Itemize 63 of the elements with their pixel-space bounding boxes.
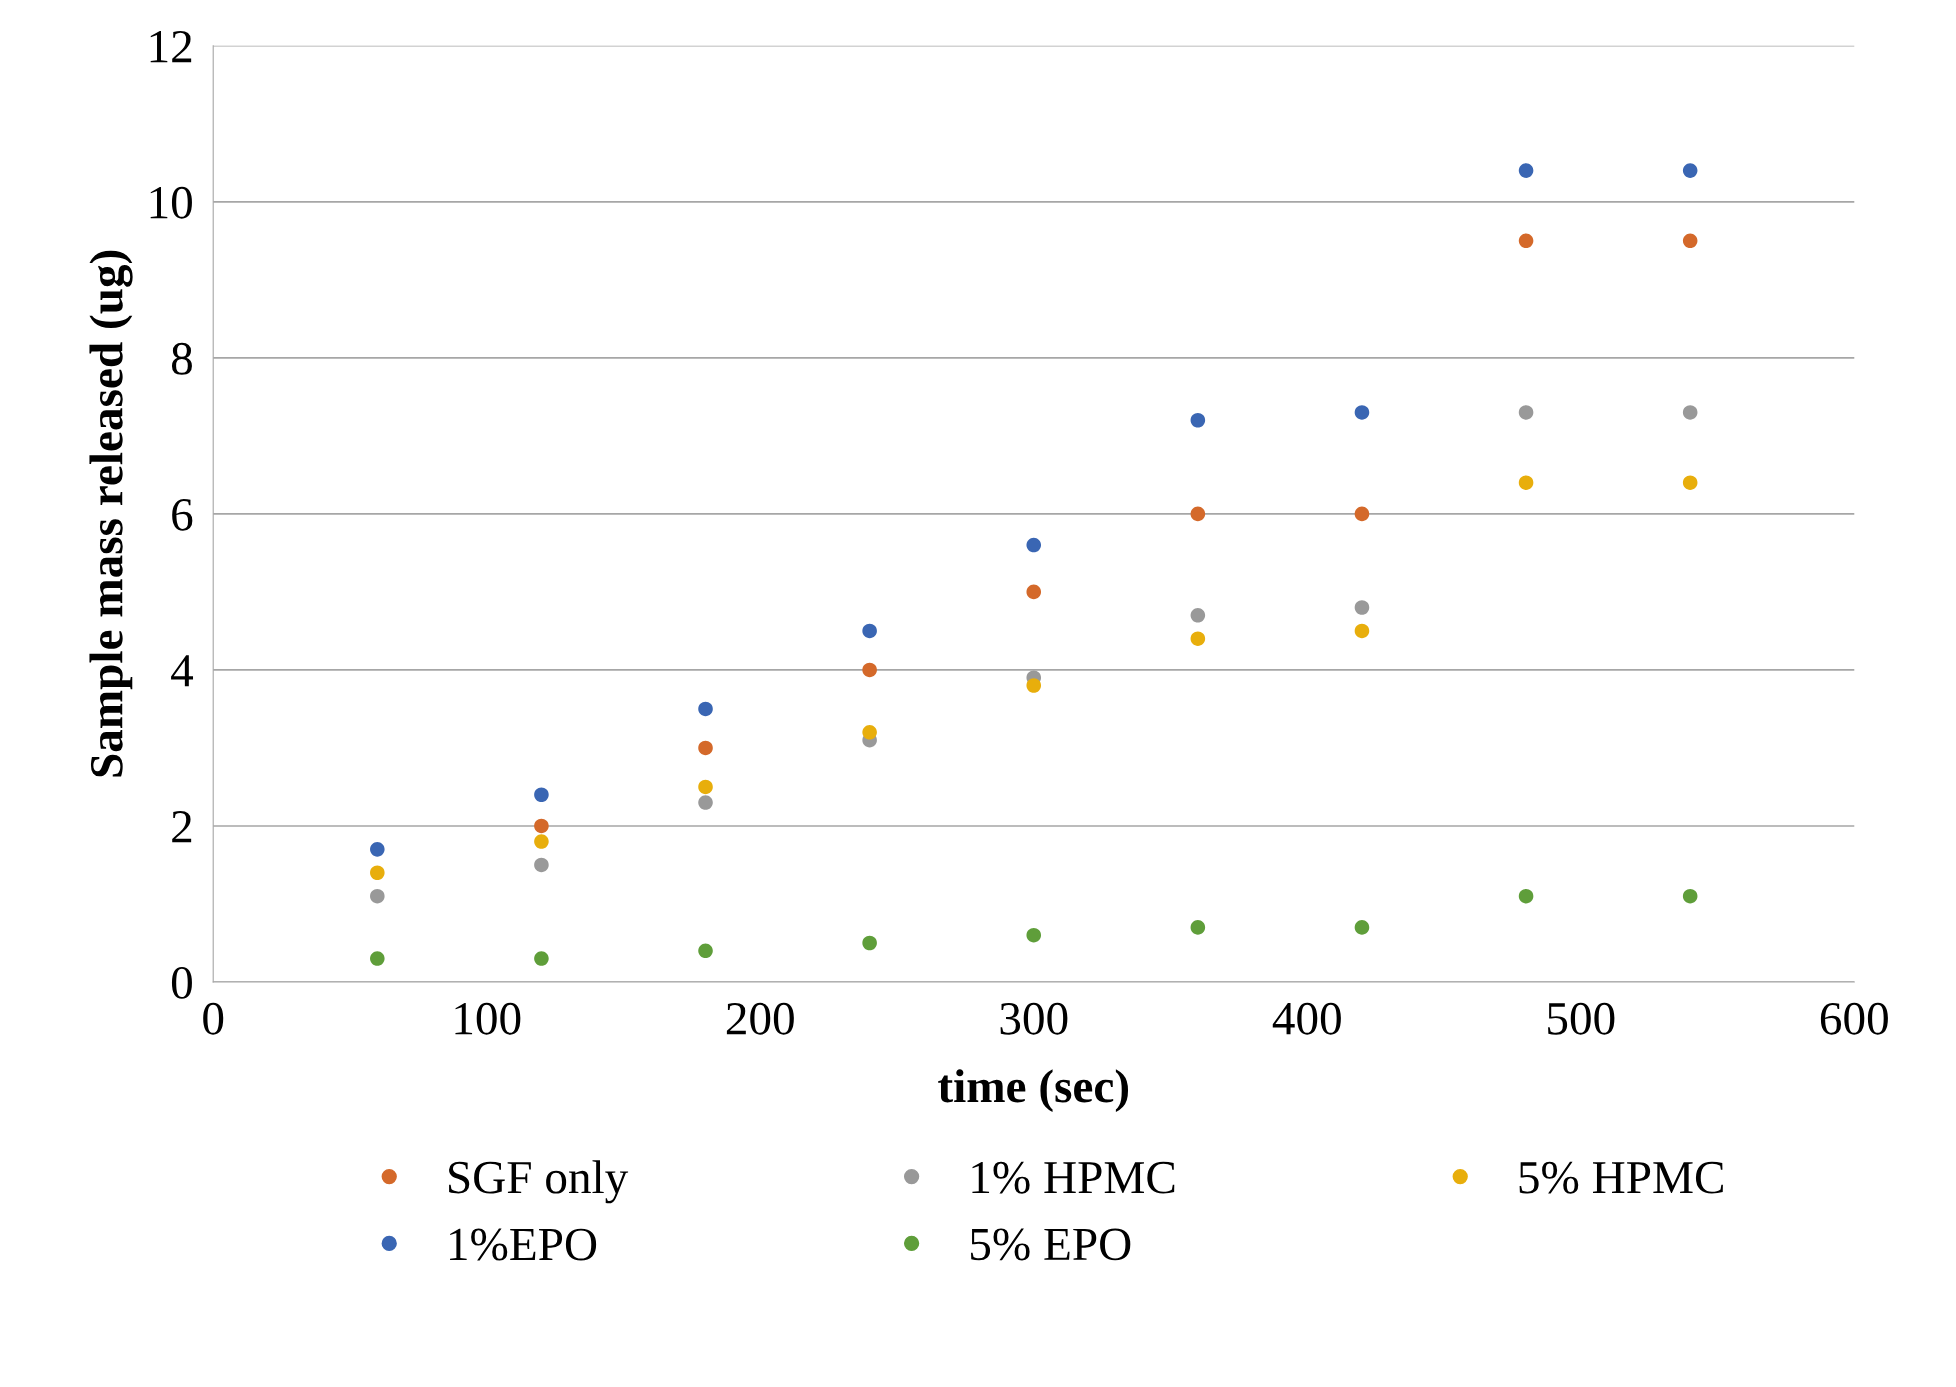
- y-tick-label: 10: [150, 186, 192, 219]
- point: [1026, 927, 1042, 943]
- point: [534, 818, 549, 834]
- x-tick-label: 100: [455, 1002, 521, 1035]
- point: [1354, 405, 1370, 420]
- legend-label: SGF only: [449, 1160, 629, 1204]
- x-tick-label: 500: [1548, 1002, 1615, 1035]
- x-tick-label: 400: [1272, 1002, 1341, 1035]
- point: [370, 951, 385, 966]
- point: [1026, 537, 1042, 553]
- x-axis-title: time (sec): [938, 1069, 1129, 1113]
- y-tick-label: 4: [171, 655, 194, 687]
- point: [534, 787, 549, 803]
- point: [1190, 631, 1206, 646]
- point: [370, 888, 385, 904]
- point: [370, 865, 385, 881]
- point: [698, 779, 713, 795]
- point: [1190, 920, 1206, 935]
- point: [698, 701, 713, 717]
- point: [1026, 678, 1042, 693]
- point: [1682, 888, 1698, 904]
- point: [1682, 233, 1698, 249]
- point: [1682, 405, 1698, 420]
- point: [1354, 600, 1370, 615]
- point: [698, 795, 713, 810]
- x-tick-label: 0: [203, 1002, 224, 1035]
- x-tick-label: 200: [726, 1002, 794, 1035]
- point: [1354, 623, 1370, 639]
- legend-label: 5% HPMC: [1519, 1161, 1723, 1194]
- point: [862, 935, 877, 951]
- point: [1518, 888, 1534, 904]
- y-axis-title: Sample mass released (ug): [89, 250, 133, 777]
- point: [534, 951, 549, 966]
- y-tick-label: 6: [172, 499, 193, 531]
- point: [1190, 506, 1206, 522]
- point: [698, 943, 713, 959]
- point: [1190, 412, 1206, 428]
- x-tick-label: 600: [1820, 1002, 1888, 1035]
- legend-label: 1% HPMC: [972, 1161, 1175, 1194]
- point: [1518, 163, 1534, 178]
- legend-label: 5% EPO: [971, 1228, 1131, 1261]
- point: [1190, 608, 1206, 623]
- point: [534, 857, 549, 873]
- point: [1682, 163, 1698, 178]
- point: [862, 725, 877, 740]
- point: [862, 662, 877, 678]
- x-tick-label: 300: [1000, 1002, 1068, 1035]
- point: [1682, 475, 1698, 490]
- point: [862, 623, 877, 639]
- y-tick-label: 12: [150, 30, 192, 63]
- point: [370, 842, 385, 857]
- point: [534, 834, 549, 849]
- point: [698, 740, 713, 756]
- legend-label: 1%EPO: [450, 1228, 597, 1261]
- y-tick-label: 2: [172, 811, 192, 843]
- y-tick-label: 8: [171, 342, 192, 375]
- point: [1518, 475, 1534, 490]
- y-tick-label: 0: [171, 966, 192, 999]
- point: [1354, 920, 1370, 935]
- point: [1518, 233, 1534, 249]
- point: [1026, 584, 1042, 600]
- point: [1354, 506, 1370, 522]
- point: [1518, 405, 1534, 420]
